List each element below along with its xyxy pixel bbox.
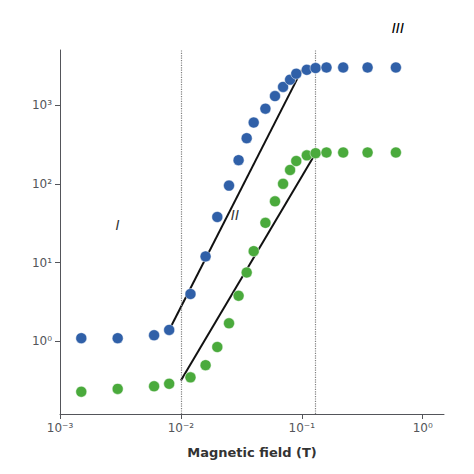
- svg-text:Magnetic field (T): Magnetic field (T): [187, 445, 316, 460]
- svg-text:10²: 10²: [32, 177, 52, 191]
- svg-text:III: III: [392, 20, 404, 36]
- svg-text:10⁻²: 10⁻²: [168, 421, 195, 435]
- svg-text:10⁰: 10⁰: [32, 334, 52, 348]
- svg-text:10³: 10³: [32, 98, 52, 112]
- svg-text:10⁻¹: 10⁻¹: [289, 421, 316, 435]
- svg-text:10¹: 10¹: [32, 256, 52, 270]
- svg-text:I: I: [116, 217, 120, 233]
- svg-text:10⁻³: 10⁻³: [47, 421, 74, 435]
- svg-text:10⁰: 10⁰: [413, 421, 433, 435]
- svg-text:II: II: [231, 207, 239, 223]
